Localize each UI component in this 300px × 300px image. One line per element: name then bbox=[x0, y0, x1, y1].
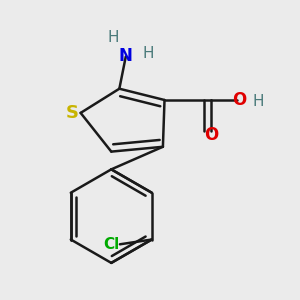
Text: H: H bbox=[142, 46, 154, 61]
Text: O: O bbox=[232, 91, 247, 109]
Text: N: N bbox=[119, 47, 133, 65]
Text: Cl: Cl bbox=[104, 237, 120, 252]
Text: H: H bbox=[107, 30, 119, 45]
Text: S: S bbox=[66, 104, 79, 122]
Text: H: H bbox=[252, 94, 264, 109]
Text: O: O bbox=[204, 127, 218, 145]
